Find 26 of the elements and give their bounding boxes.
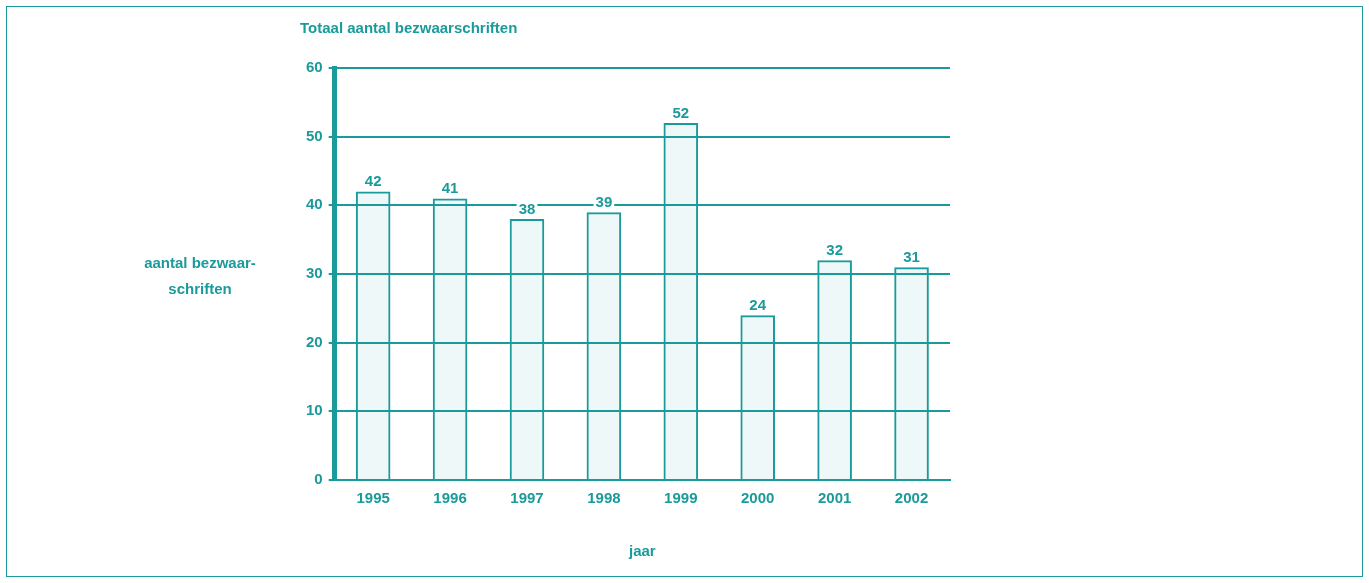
data-label: 38	[518, 199, 536, 217]
y-tick-label: 20	[306, 332, 323, 350]
x-tick-label: 1995	[356, 489, 390, 507]
data-label: 24	[749, 295, 767, 313]
data-label: 42	[364, 172, 382, 190]
x-tick-label: 2000	[741, 489, 775, 507]
y-tick-label: 30	[306, 264, 323, 282]
x-tick-label: 1998	[587, 489, 621, 507]
data-label: 52	[672, 103, 690, 121]
x-tick-label: 2002	[894, 489, 929, 507]
y-tick-label: 40	[306, 195, 323, 213]
x-tick-label: 1999	[664, 489, 698, 507]
data-label: 39	[595, 192, 613, 210]
data-label: 32	[826, 240, 843, 258]
x-tick-label: 1997	[510, 489, 544, 507]
x-axis-title: jaar	[627, 542, 656, 560]
y-tick-label: 60	[306, 58, 323, 76]
y-axis-title: aantal bezwaar-schriften	[143, 253, 257, 299]
x-tick-label: 2001	[817, 489, 852, 507]
y-tick-label: 50	[306, 126, 323, 144]
data-label: 31	[903, 247, 920, 265]
y-tick-label: 0	[314, 470, 323, 488]
chart-title: Totaal aantal bezwaarschriften	[300, 19, 518, 37]
x-tick-label: 1996	[433, 489, 467, 507]
y-tick-label: 10	[306, 401, 323, 419]
data-label: 41	[441, 179, 459, 197]
